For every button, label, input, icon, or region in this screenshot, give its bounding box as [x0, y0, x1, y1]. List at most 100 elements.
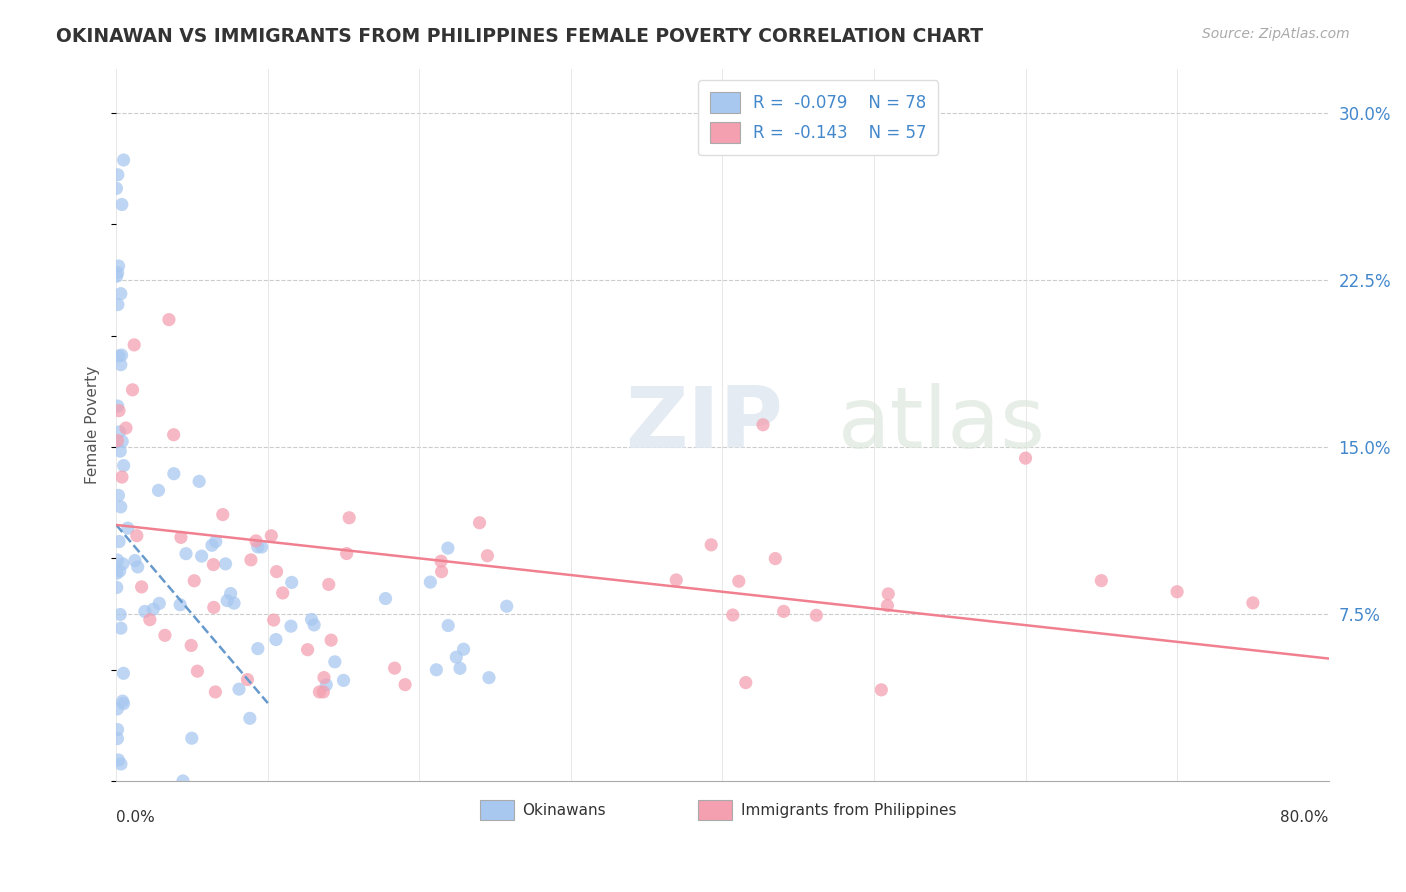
Point — [806, 608, 828, 623]
Point — [297, 642, 319, 657]
Point — [665, 573, 688, 587]
Point — [107, 434, 129, 448]
Point — [105, 581, 128, 595]
Point — [105, 269, 128, 284]
Point — [110, 444, 132, 458]
Point — [107, 297, 129, 311]
Legend: R =  -0.079    N = 78, R =  -0.143    N = 57: R = -0.079 N = 78, R = -0.143 N = 57 — [699, 80, 938, 155]
Point — [478, 671, 501, 685]
Point — [163, 467, 186, 481]
Point — [125, 529, 148, 543]
Point — [157, 312, 180, 326]
Text: ZIP: ZIP — [626, 384, 783, 467]
Point — [105, 181, 128, 195]
Point — [110, 358, 132, 372]
Point — [107, 731, 129, 746]
Text: Source: ZipAtlas.com: Source: ZipAtlas.com — [1202, 27, 1350, 41]
Point — [727, 574, 749, 589]
Point — [107, 753, 129, 767]
Point — [312, 671, 335, 685]
Point — [495, 599, 517, 614]
Point — [108, 607, 131, 622]
Point — [169, 598, 191, 612]
Point — [394, 678, 416, 692]
Point — [201, 538, 224, 552]
Point — [301, 612, 323, 626]
Point — [107, 266, 129, 280]
Point — [280, 619, 302, 633]
Point — [236, 673, 259, 687]
Point — [142, 602, 165, 616]
Point — [111, 348, 134, 362]
Point — [108, 534, 131, 549]
Point — [170, 530, 193, 544]
Point — [239, 553, 262, 567]
Point — [449, 661, 471, 675]
Point — [107, 399, 129, 413]
Point — [148, 596, 170, 610]
Point — [700, 538, 723, 552]
Text: OKINAWAN VS IMMIGRANTS FROM PHILIPPINES FEMALE POVERTY CORRELATION CHART: OKINAWAN VS IMMIGRANTS FROM PHILIPPINES … — [56, 27, 983, 45]
Point — [110, 621, 132, 635]
Point — [734, 675, 756, 690]
Point — [219, 586, 242, 600]
Point — [202, 558, 225, 572]
Point — [468, 516, 491, 530]
Point — [112, 458, 135, 473]
Point — [108, 403, 131, 417]
Point — [721, 607, 744, 622]
Point — [763, 551, 786, 566]
Point — [163, 427, 186, 442]
Point — [107, 168, 129, 182]
Point — [174, 547, 197, 561]
Point — [264, 632, 287, 647]
Point — [107, 259, 129, 273]
Point — [105, 566, 128, 581]
Point — [105, 702, 128, 716]
Point — [111, 197, 134, 211]
Point — [111, 557, 134, 571]
Point — [107, 488, 129, 502]
Point — [318, 577, 340, 591]
Point — [332, 673, 354, 688]
Point — [246, 540, 269, 554]
Point — [217, 593, 239, 607]
Point — [337, 510, 360, 524]
Point — [211, 508, 233, 522]
Point — [180, 639, 202, 653]
Point — [430, 554, 453, 568]
Point — [214, 557, 236, 571]
Point — [250, 540, 273, 554]
Point — [111, 694, 134, 708]
Point — [202, 600, 225, 615]
Point — [127, 560, 149, 574]
Point — [148, 483, 170, 498]
Text: 0.0%: 0.0% — [117, 810, 155, 824]
Point — [188, 475, 211, 489]
Point — [384, 661, 406, 675]
Point — [131, 580, 153, 594]
Point — [876, 599, 898, 613]
Point — [108, 349, 131, 363]
Point — [374, 591, 396, 606]
Point — [453, 642, 475, 657]
Point — [266, 565, 288, 579]
Point — [186, 664, 208, 678]
FancyBboxPatch shape — [699, 800, 733, 820]
Point — [477, 549, 499, 563]
Point — [139, 613, 162, 627]
Point — [110, 500, 132, 514]
Point — [112, 666, 135, 681]
Point — [110, 286, 132, 301]
Point — [111, 434, 134, 449]
Point — [122, 338, 145, 352]
Point — [183, 574, 205, 588]
Point — [271, 586, 294, 600]
Point — [172, 774, 194, 789]
Point — [107, 553, 129, 567]
Point — [111, 470, 134, 484]
FancyBboxPatch shape — [479, 800, 515, 820]
Point — [204, 534, 226, 549]
Point — [108, 564, 131, 578]
Point — [877, 587, 900, 601]
